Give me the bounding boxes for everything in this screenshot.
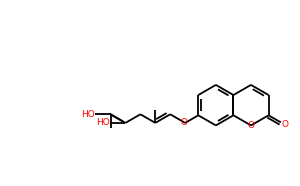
- Text: O: O: [181, 118, 188, 127]
- Text: HO: HO: [96, 118, 110, 127]
- Text: O: O: [281, 120, 288, 129]
- Text: HO: HO: [81, 110, 95, 119]
- Text: O: O: [248, 121, 254, 130]
